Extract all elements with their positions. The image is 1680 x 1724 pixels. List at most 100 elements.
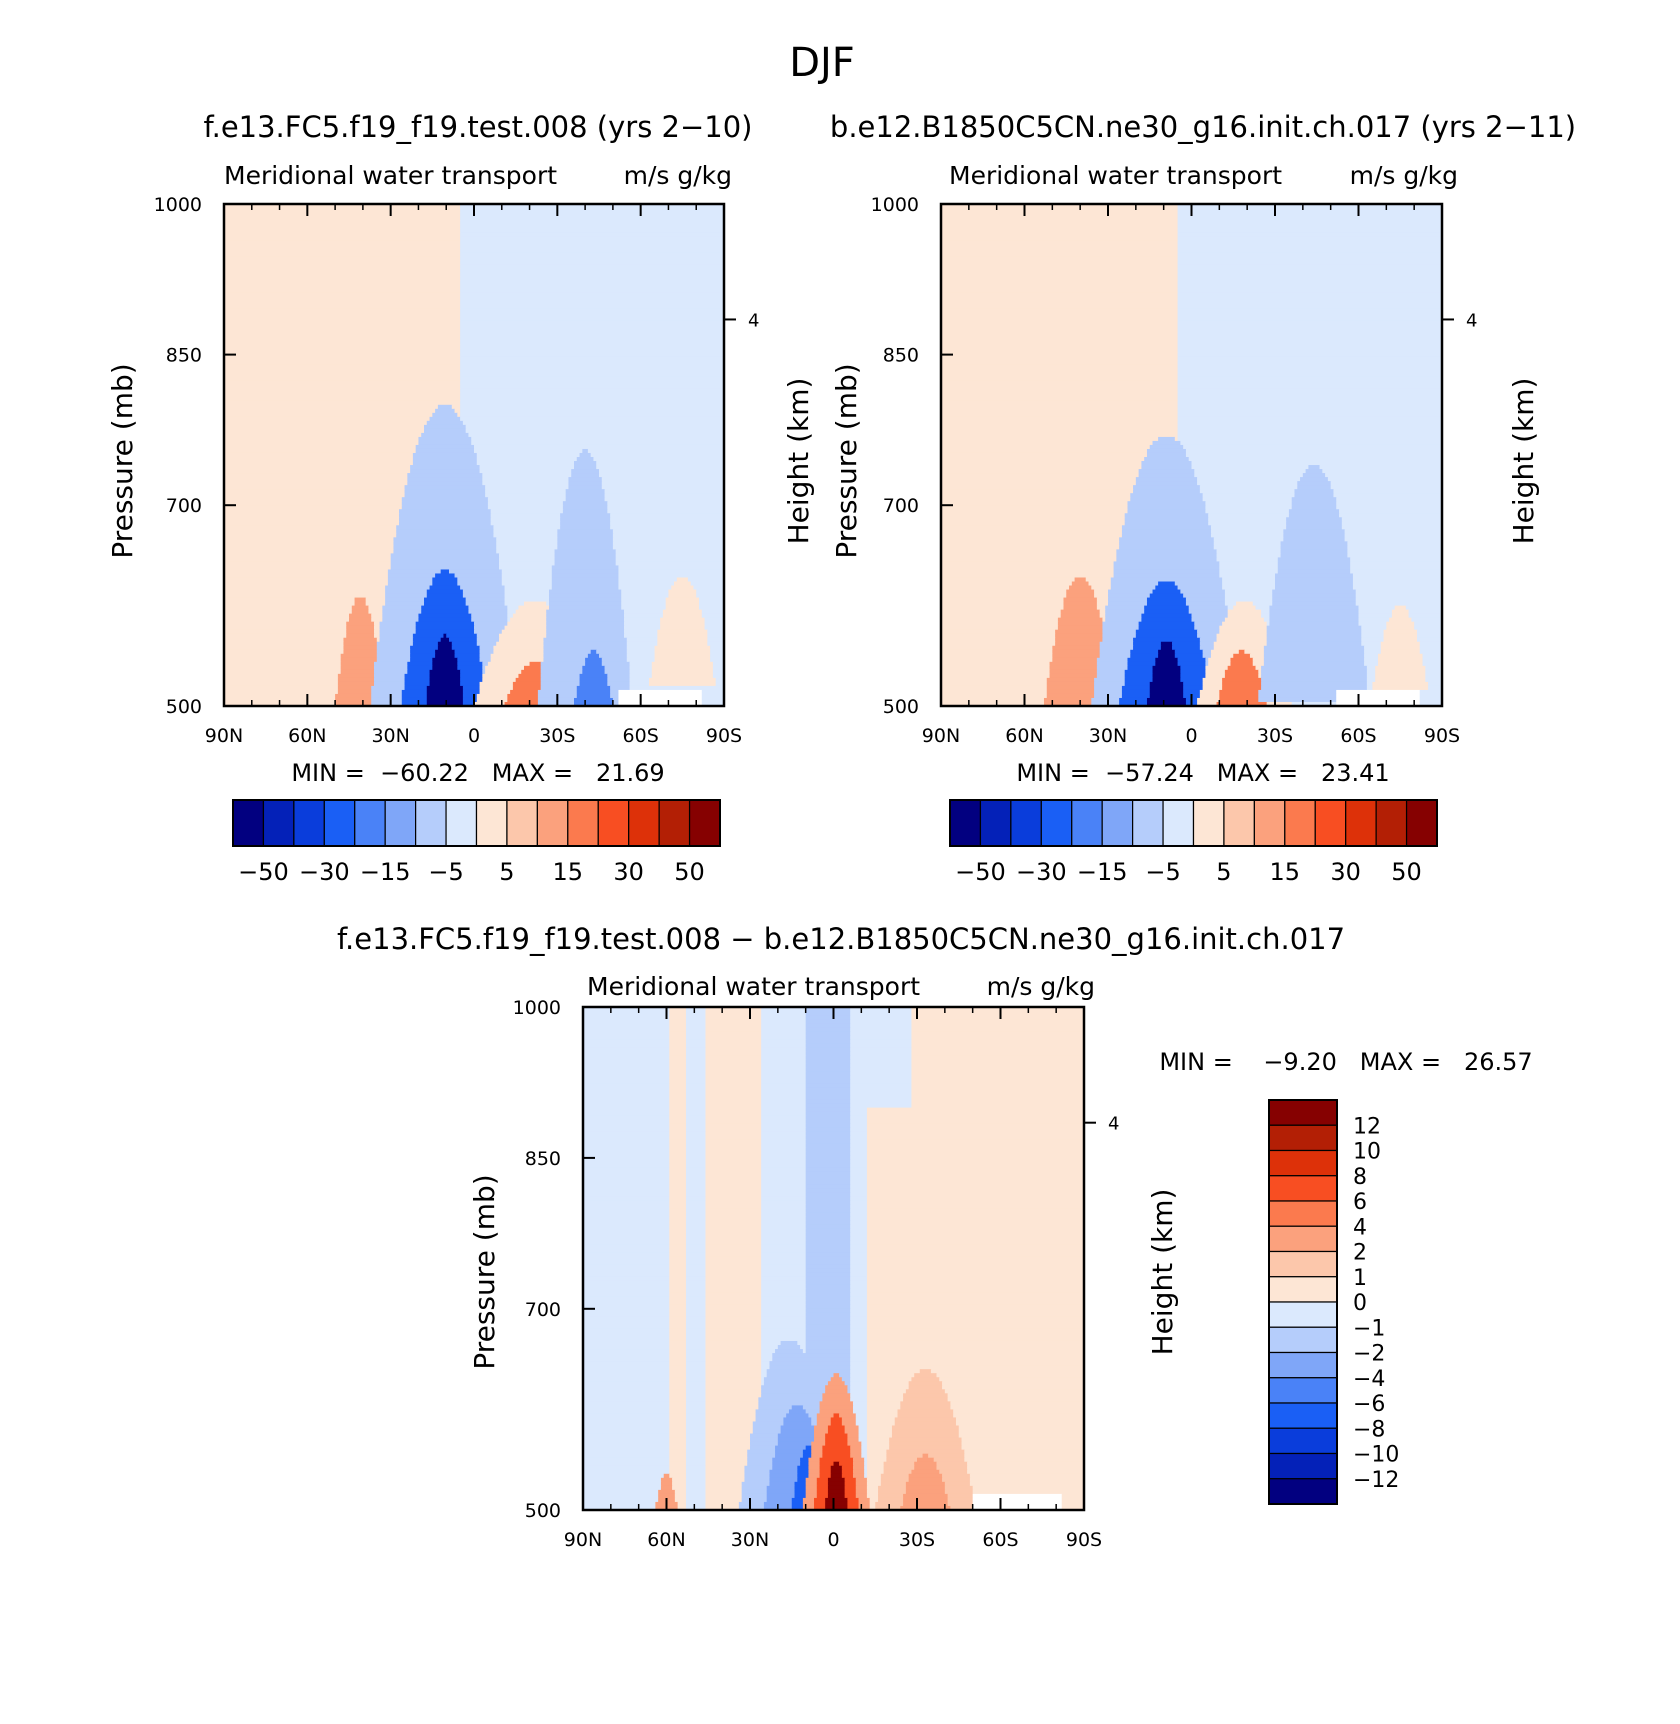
- contour-cell: [827, 1485, 846, 1491]
- contour-cell: [583, 1328, 670, 1334]
- contour-cell: [669, 1115, 687, 1121]
- contour-cell: [777, 1345, 801, 1350]
- contour-cell: [705, 1421, 754, 1427]
- contour-cell: [685, 1103, 707, 1109]
- contour-cell: [460, 416, 725, 422]
- contour-cell: [858, 1505, 871, 1511]
- contour-cell: [761, 1119, 807, 1125]
- contour-cell: [1177, 296, 1443, 301]
- contour-cell: [1177, 312, 1443, 318]
- contour-cell: [761, 1340, 782, 1346]
- contour-cell: [576, 689, 611, 695]
- contour-cell: [1177, 252, 1443, 257]
- contour-cell: [549, 589, 622, 595]
- contour-cell: [825, 1497, 849, 1503]
- contour-cell: [474, 448, 583, 454]
- contour-cell: [707, 633, 725, 639]
- contour-cell: [941, 428, 1179, 434]
- contour-cell: [412, 452, 478, 458]
- contour-cell: [1183, 685, 1204, 691]
- contour-cell: [1333, 493, 1443, 498]
- contour-cell: [738, 1505, 765, 1511]
- contour-cell: [1366, 673, 1376, 679]
- contour-cell: [224, 324, 461, 330]
- contour-cell: [941, 597, 1065, 603]
- contour-cell: [866, 1240, 1085, 1246]
- contour-cell: [501, 581, 553, 587]
- contour-cell: [669, 1119, 687, 1125]
- contour-cell: [582, 448, 589, 454]
- contour-cell: [224, 444, 417, 450]
- contour-cell: [501, 629, 547, 635]
- contour-cell: [1105, 617, 1142, 623]
- contour-cell: [426, 697, 464, 703]
- contour-cell: [583, 1288, 670, 1294]
- contour-cell: [850, 1208, 868, 1213]
- contour-cell: [482, 665, 486, 671]
- contour-cell: [705, 1320, 762, 1326]
- contour-cell: [805, 1007, 851, 1012]
- contour-cell: [705, 1232, 762, 1237]
- y-tick-label: 700: [166, 495, 202, 517]
- contour-cell: [1377, 661, 1424, 667]
- contour-cell: [454, 573, 503, 579]
- contour-cell: [1185, 452, 1443, 458]
- contour-cell: [1358, 609, 1393, 615]
- y-axis-right-label: Height (km): [1507, 378, 1540, 545]
- contour-cell: [685, 1465, 707, 1471]
- panel-difference: f.e13.FC5.f19_f19.test.008 − b.e12.B1850…: [337, 922, 1533, 1551]
- contour-cell: [568, 485, 603, 490]
- contour-cell: [941, 236, 1179, 241]
- contour-cell: [669, 1027, 687, 1032]
- contour-cell: [791, 1405, 804, 1410]
- contour-cell: [705, 1453, 748, 1459]
- contour-cell: [1105, 605, 1145, 611]
- contour-cell: [460, 260, 725, 265]
- contour-cell: [1258, 697, 1337, 703]
- contour-cell: [911, 1011, 1085, 1016]
- contour-cell: [1061, 1493, 1085, 1499]
- contour-cell: [1364, 645, 1382, 651]
- contour-cell: [805, 1039, 851, 1044]
- contour-cell: [701, 609, 725, 615]
- contour-cell: [385, 585, 431, 591]
- contour-cell: [462, 689, 481, 695]
- contour-cell: [1380, 649, 1421, 655]
- contour-cell: [1339, 509, 1443, 514]
- contour-cell: [669, 1260, 687, 1266]
- contour-cell: [1108, 597, 1148, 603]
- contour-cell: [685, 1115, 707, 1121]
- contour-cell: [1358, 621, 1387, 627]
- contour-cell: [941, 545, 1120, 550]
- contour-cell: [805, 1055, 851, 1060]
- contour-cell: [850, 1051, 913, 1056]
- x-tick-label: 60S: [623, 725, 659, 747]
- contour-cell: [1364, 661, 1379, 667]
- contour-cell: [504, 597, 550, 603]
- contour-cell: [1046, 681, 1095, 687]
- contour-cell: [805, 1079, 851, 1085]
- contour-cell: [562, 509, 608, 514]
- contour-cell: [850, 1381, 868, 1386]
- colorbar-label: 4: [1353, 1215, 1367, 1240]
- contour-cell: [401, 501, 489, 506]
- x-tick-label: 30N: [731, 1529, 769, 1551]
- contour-cell: [224, 312, 461, 318]
- contour-cell: [583, 1340, 670, 1346]
- contour-cell: [1177, 436, 1443, 442]
- contour-cell: [1102, 625, 1140, 631]
- contour-cell: [583, 1224, 670, 1229]
- contour-cell: [705, 1051, 762, 1056]
- colorbar-swatch: [1314, 799, 1347, 847]
- contour-cell: [830, 1473, 843, 1479]
- contour-cell: [1419, 693, 1443, 699]
- contour-cell: [805, 1300, 851, 1306]
- contour-cell: [543, 657, 586, 663]
- contour-cell: [808, 1461, 821, 1467]
- contour-cell: [761, 1316, 807, 1322]
- contour-cell: [950, 1505, 974, 1511]
- contour-cell: [476, 637, 500, 643]
- contour-cell: [460, 272, 725, 277]
- contour-cell: [850, 1063, 913, 1068]
- contour-cell: [583, 1027, 670, 1032]
